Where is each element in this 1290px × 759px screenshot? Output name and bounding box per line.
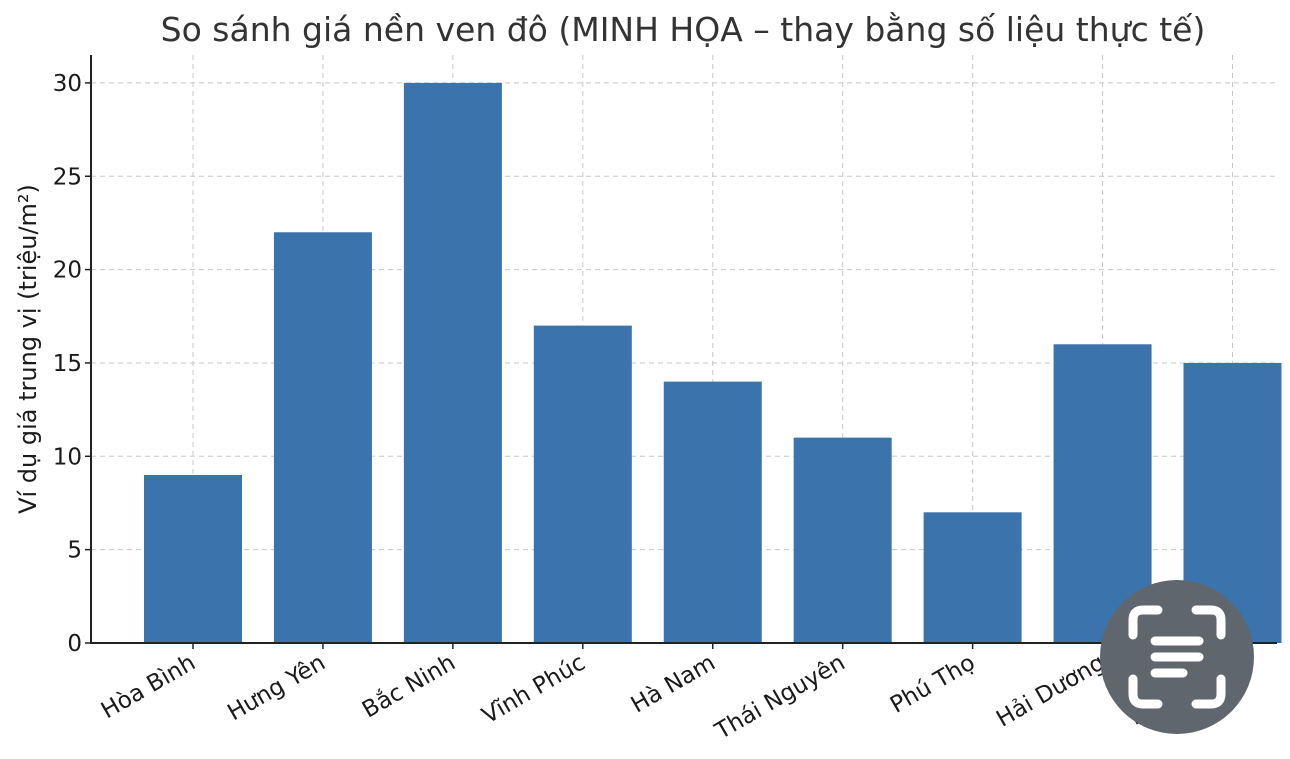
x-tick-label: Hải Dương (992, 650, 1109, 733)
bar-5 (663, 381, 762, 643)
x-tick-label: Bắc Ninh (358, 649, 460, 724)
x-tick-label: Hà Nam (627, 650, 720, 719)
y-tick-label: 5 (67, 538, 82, 564)
x-tick-label: Hưng Yên (223, 650, 330, 727)
y-tick-label: 30 (53, 71, 82, 97)
x-tick-label: Hòa Bình (97, 650, 200, 725)
bar-3 (403, 82, 502, 643)
x-tick-layer: Hòa Bình Hưng Yên Bắc Ninh Vĩnh Phúc Hà NamT… (97, 643, 1240, 745)
axis-layer (90, 55, 1277, 644)
y-tick-label: 25 (53, 164, 82, 190)
bar-7 (923, 512, 1022, 643)
y-tick-label: 20 (53, 258, 82, 284)
y-tick-label: 15 (53, 351, 82, 377)
chart-title: So sánh giá nền ven đô (MINH HỌA – thay … (161, 10, 1206, 49)
bar-1 (144, 474, 242, 643)
bar-6 (793, 437, 892, 643)
x-tick-label: Thái Nguyên (710, 650, 850, 746)
y-tick-label: 10 (53, 444, 82, 470)
x-tick-label: Vĩnh Phúc (478, 650, 590, 730)
y-tick-layer: 0 5 10 15 20 25 30 (53, 71, 91, 657)
bar-4 (533, 325, 632, 643)
bar-2 (273, 232, 372, 643)
y-axis-label: Ví dụ giá trung vị (triệu/m²) (14, 184, 42, 514)
bar-layer (144, 82, 1282, 643)
x-tick-label: Phú Thọ (886, 650, 980, 719)
scan-text-button[interactable] (1100, 580, 1254, 734)
y-tick-label: 0 (67, 631, 82, 657)
scan-text-icon (1128, 605, 1226, 709)
